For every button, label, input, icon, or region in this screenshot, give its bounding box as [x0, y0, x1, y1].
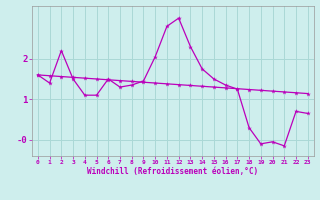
- X-axis label: Windchill (Refroidissement éolien,°C): Windchill (Refroidissement éolien,°C): [87, 167, 258, 176]
